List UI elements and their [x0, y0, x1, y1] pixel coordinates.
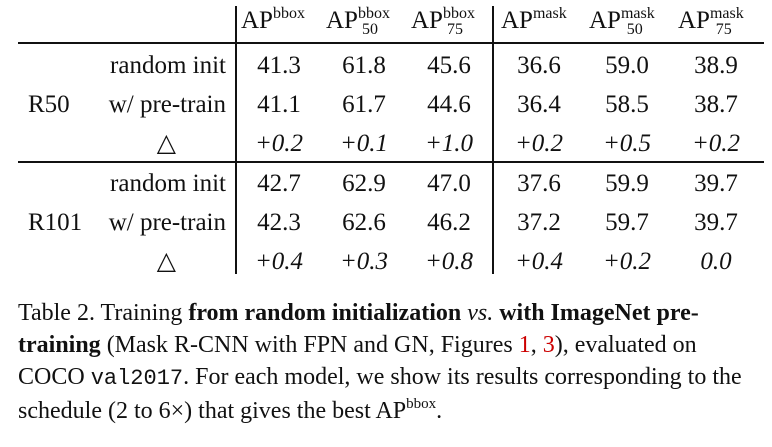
table-caption: Table 2. Training from random initializa… — [18, 297, 758, 430]
value-cell: 59.0 — [605, 52, 649, 79]
value-cell: 45.6 — [427, 52, 471, 79]
value-cell: 62.9 — [342, 170, 386, 197]
delta-cell: +0.4 — [514, 248, 564, 275]
value-cell: 61.7 — [342, 91, 386, 118]
figure-link-3[interactable]: 3 — [542, 332, 555, 358]
mid-rule — [18, 161, 764, 163]
column-header-sup: mask — [532, 5, 567, 22]
row-label: random init — [110, 52, 226, 79]
value-cell: 41.3 — [257, 52, 301, 79]
delta-row-label: △ — [156, 130, 176, 157]
caption-end: . — [436, 398, 443, 424]
caption-vs: vs. — [467, 300, 494, 326]
column-header-base: AP — [678, 7, 710, 34]
column-header-sup: bbox — [357, 5, 390, 22]
value-cell: 42.3 — [257, 209, 301, 236]
value-cell: 61.8 — [342, 52, 386, 79]
caption-mid-3: . For each model, we show its results co… — [18, 364, 742, 424]
column-header-sub: 75 — [446, 21, 463, 38]
figure-link-1[interactable]: 1 — [518, 332, 531, 358]
delta-cell: +1.0 — [424, 130, 474, 157]
results-table: APbbox APbbox50 APbbox75 APmask APmask50 APma… — [18, 5, 764, 275]
value-cell: 41.1 — [257, 91, 301, 118]
delta-cell: +0.8 — [424, 248, 474, 275]
value-cell: 37.2 — [517, 209, 561, 236]
caption-bold-2: with ImageNet pre-training — [18, 300, 699, 358]
column-header-sup: bbox — [442, 5, 475, 22]
value-cell: 44.6 — [427, 91, 471, 118]
delta-cell: +0.2 — [514, 130, 564, 157]
column-header: APmask75 — [678, 5, 744, 40]
delta-cell: +0.1 — [339, 130, 389, 157]
value-cell: 36.4 — [517, 91, 561, 118]
row-label: w/ pre-train — [108, 209, 226, 236]
caption-sep: , — [530, 332, 543, 358]
column-header-base: AP — [501, 7, 533, 34]
column-header-sub: 50 — [626, 21, 643, 38]
value-cell: 59.9 — [605, 170, 649, 197]
delta-cell: +0.2 — [254, 130, 304, 157]
column-header-sub: 50 — [361, 21, 378, 38]
column-header: APbbox — [241, 5, 305, 40]
model-label: R50 — [28, 91, 70, 118]
row-label: random init — [110, 170, 226, 197]
column-header-sup: mask — [620, 5, 655, 22]
column-header-sub: 75 — [715, 21, 732, 38]
delta-cell: +0.2 — [691, 130, 741, 157]
delta-cell: +0.5 — [602, 130, 652, 157]
row-label: w/ pre-train — [108, 91, 226, 118]
column-header: APbbox50 — [326, 5, 390, 40]
column-header: APmask50 — [589, 5, 655, 40]
column-header-base: AP — [326, 7, 358, 34]
column-header-base: AP — [589, 7, 621, 34]
value-cell: 38.7 — [694, 91, 738, 118]
column-header-base: AP — [411, 7, 443, 34]
column-header: APmask — [501, 5, 567, 40]
value-cell: 39.7 — [694, 170, 738, 197]
top-rule — [18, 42, 764, 44]
value-cell: 36.6 — [517, 52, 561, 79]
value-cell: 58.5 — [605, 91, 649, 118]
caption-mid-2: ), evaluated on COCO — [18, 332, 697, 390]
caption-mid-1: (Mask R-CNN with FPN and GN, Figures — [100, 332, 519, 358]
delta-cell: +0.4 — [254, 248, 304, 275]
delta-cell: +0.3 — [339, 248, 389, 275]
caption-prefix: Table 2. Training — [18, 300, 189, 326]
bbox-mask-divider — [492, 6, 494, 274]
model-label: R101 — [28, 209, 83, 236]
delta-cell: +0.2 — [602, 248, 652, 275]
caption-bold-1: from random initialization — [188, 300, 462, 326]
delta-row-label: △ — [156, 248, 176, 275]
value-cell: 62.6 — [342, 209, 386, 236]
value-cell: 46.2 — [427, 209, 471, 236]
value-cell: 38.9 — [694, 52, 738, 79]
caption-code: val2017 — [90, 366, 184, 391]
column-header-sup: mask — [709, 5, 744, 22]
value-cell: 59.7 — [605, 209, 649, 236]
label-divider — [235, 6, 237, 274]
column-header-base: AP — [241, 7, 273, 34]
column-header: APbbox75 — [411, 5, 475, 40]
value-cell: 39.7 — [694, 209, 738, 236]
value-cell: 47.0 — [427, 170, 471, 197]
value-cell: 42.7 — [257, 170, 301, 197]
caption-sup: bbox — [406, 396, 437, 412]
value-cell: 37.6 — [517, 170, 561, 197]
delta-cell: 0.0 — [700, 248, 732, 275]
column-header-sup: bbox — [272, 5, 305, 22]
